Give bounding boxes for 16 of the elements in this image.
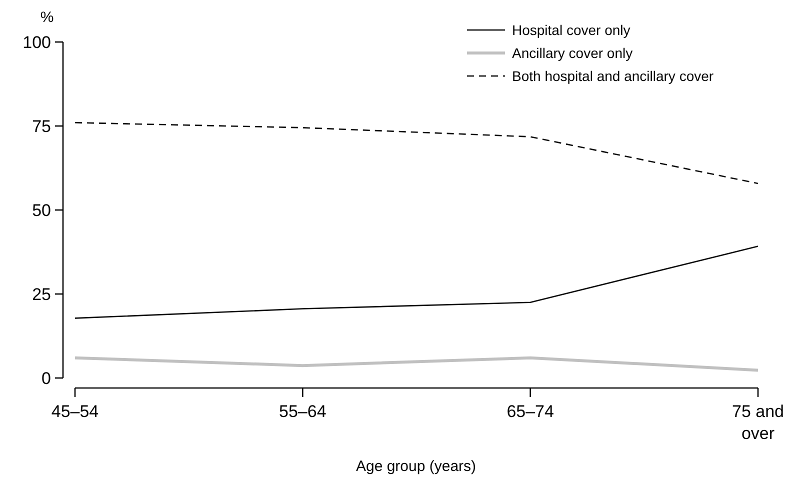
- x-tick-label: 65–74: [506, 402, 554, 421]
- y-tick-label: 100: [22, 32, 51, 52]
- y-tick-label: 25: [32, 284, 51, 304]
- y-axis-title: %: [40, 9, 54, 26]
- legend-label: Both hospital and ancillary cover: [512, 68, 714, 84]
- y-tick-label: 50: [32, 200, 51, 220]
- line-series: [74, 246, 759, 319]
- x-tick-label: 55–64: [279, 402, 326, 421]
- legend-label: Ancillary cover only: [512, 44, 633, 61]
- legend-label: Hospital cover only: [512, 22, 630, 38]
- y-tick-label: 75: [32, 116, 51, 136]
- x-tick-label: 45–54: [51, 402, 99, 421]
- line-series: [74, 122, 759, 184]
- y-tick-label: 0: [42, 368, 51, 388]
- x-axis-title: Age group (years): [356, 458, 476, 475]
- x-tick-label: 75 and over: [732, 402, 784, 443]
